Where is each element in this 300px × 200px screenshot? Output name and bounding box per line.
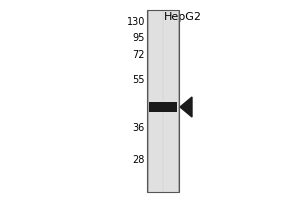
Bar xyxy=(148,10,178,192)
Text: 130: 130 xyxy=(127,17,145,27)
Bar xyxy=(147,10,179,192)
Text: HepG2: HepG2 xyxy=(164,12,202,22)
Text: 72: 72 xyxy=(133,50,145,60)
Text: 28: 28 xyxy=(133,155,145,165)
Text: 36: 36 xyxy=(133,123,145,133)
Text: 55: 55 xyxy=(133,75,145,85)
Polygon shape xyxy=(180,97,192,117)
Text: 95: 95 xyxy=(133,33,145,43)
Bar xyxy=(149,102,177,112)
